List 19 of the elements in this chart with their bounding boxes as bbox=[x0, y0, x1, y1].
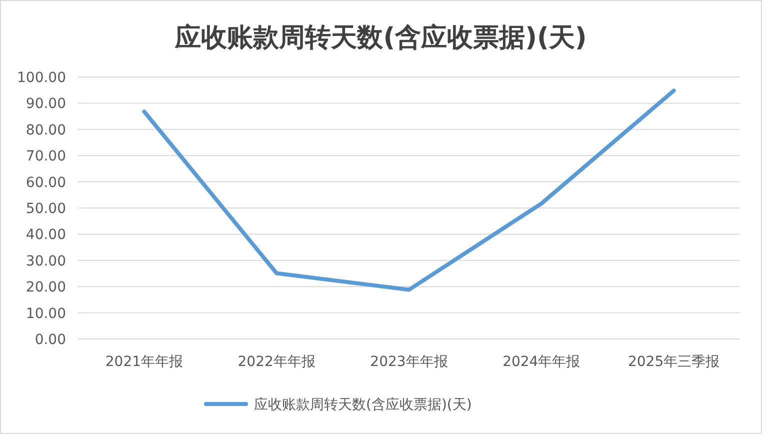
y-tick-label: 70.00 bbox=[26, 148, 66, 165]
y-tick-label: 30.00 bbox=[26, 253, 66, 270]
x-tick-label: 2023年年报 bbox=[370, 354, 448, 370]
legend-label: 应收账款周转天数(含应收票据)(天) bbox=[254, 397, 472, 413]
y-tick-label: 0.00 bbox=[34, 332, 66, 348]
x-tick-label: 2025年三季报 bbox=[628, 354, 720, 370]
y-tick-label: 90.00 bbox=[26, 96, 66, 112]
x-tick-label: 2024年年报 bbox=[502, 354, 580, 370]
chart-title: 应收账款周转天数(含应收票据)(天) bbox=[174, 23, 587, 53]
y-tick-label: 100.00 bbox=[17, 70, 66, 86]
line-series bbox=[142, 88, 676, 292]
y-tick-label: 10.00 bbox=[26, 306, 66, 322]
y-tick-label: 20.00 bbox=[26, 280, 66, 296]
x-tick-label: 2022年年报 bbox=[238, 354, 316, 370]
y-tick-label: 50.00 bbox=[26, 201, 66, 217]
y-tick-label: 80.00 bbox=[26, 122, 66, 138]
y-tick-label: 40.00 bbox=[26, 227, 66, 244]
x-tick-label: 2021年年报 bbox=[105, 354, 184, 370]
y-tick-label: 60.00 bbox=[26, 174, 66, 191]
